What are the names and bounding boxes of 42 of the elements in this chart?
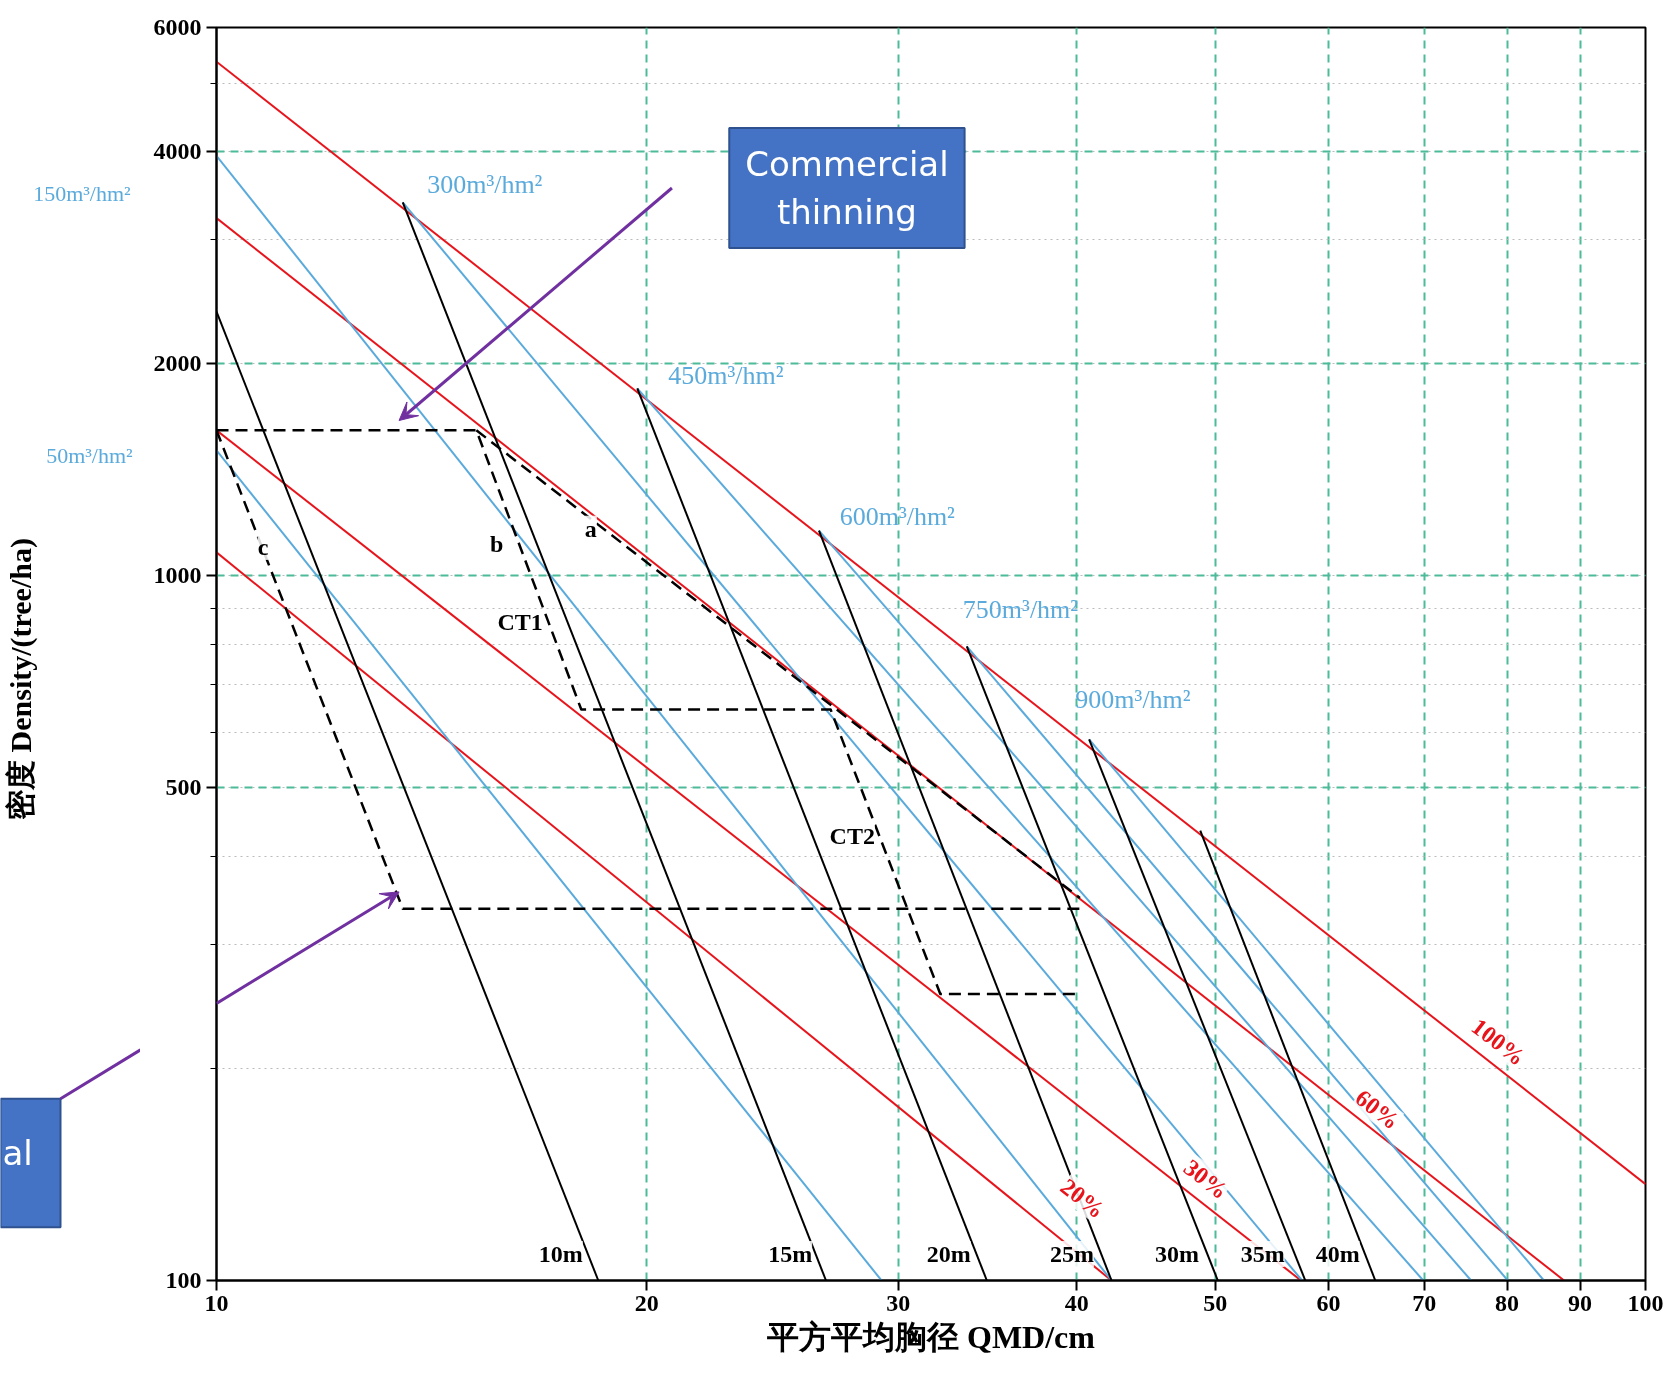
text: al	[2, 1133, 33, 1173]
x-tick-label: 10	[204, 1289, 229, 1316]
annotation: 60%	[1350, 1084, 1405, 1135]
x-tick-label: 60	[1316, 1289, 1341, 1316]
annotation: 20m	[926, 1241, 971, 1268]
x-tick-label: 20	[634, 1289, 659, 1316]
annotation: Commercial thinning	[745, 144, 949, 232]
annotation: a	[584, 515, 597, 542]
annotation: 300m³/hm²	[427, 170, 543, 200]
annotation: 30%	[1178, 1154, 1233, 1205]
annotation: 600m³/hm²	[839, 502, 956, 532]
annotation: 20%	[1055, 1173, 1110, 1224]
x-axis-title: 平方平均胸径 QMD/cm	[766, 1318, 1096, 1355]
x-tick-label: 40	[1064, 1289, 1089, 1316]
x-tick-label: 70	[1412, 1289, 1437, 1316]
x-tick-label: 100	[1627, 1289, 1664, 1316]
x-tick-label: 80	[1495, 1289, 1520, 1316]
text: 150m³/hm²	[33, 180, 132, 206]
annotation: 450m³/hm²	[668, 361, 784, 390]
y-tick-label: 6000	[153, 14, 202, 40]
x-tick-label: 90	[1568, 1289, 1593, 1316]
annotation: 900m³/hm²	[1075, 684, 1191, 714]
y-tick-label: 2000	[153, 350, 202, 377]
annotation: CT1	[497, 608, 543, 635]
y-tick-label: 500	[165, 774, 202, 801]
annotation: 15m	[768, 1241, 813, 1268]
text: 50m³/hm²	[46, 443, 134, 469]
annotation: c	[257, 533, 269, 560]
y-tick-label: 1000	[153, 562, 202, 589]
annotation: 30m	[1154, 1241, 1199, 1268]
annotation: 35m	[1240, 1241, 1285, 1268]
x-tick-label: 50	[1203, 1289, 1228, 1316]
x-tick-label: 30	[886, 1289, 911, 1316]
y-tick-label: 100	[165, 1267, 202, 1293]
annotation: 750m³/hm²	[962, 594, 1079, 624]
y-axis-title: 密度 Density/(tree/ha)	[4, 538, 38, 820]
annotation: 10m	[538, 1241, 583, 1268]
annotation: 25m	[1049, 1241, 1094, 1268]
annotation: 40m	[1315, 1241, 1360, 1268]
y-tick-label: 4000	[153, 138, 202, 165]
annotation: CT2	[829, 823, 875, 850]
annotation: b	[489, 530, 504, 557]
